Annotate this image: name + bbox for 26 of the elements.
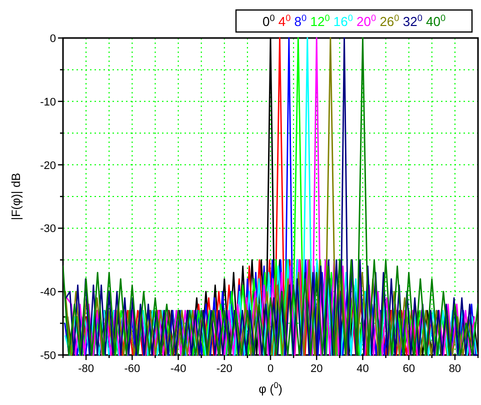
- x-tick-label: -40: [170, 363, 186, 375]
- text: 16$^{0}$: [333, 13, 353, 29]
- series-label: 12$^{0}$: [310, 13, 330, 29]
- x-tick-label: 20: [310, 363, 323, 375]
- text: 32$^{0}$: [402, 13, 422, 29]
- y-tick-label: -50: [40, 350, 56, 362]
- y-tick-label: -10: [40, 96, 56, 108]
- x-tick-label: 40: [356, 363, 369, 375]
- y-axis-title: |F(φ)| dB: [9, 172, 23, 220]
- x-tick-label: 80: [448, 363, 462, 375]
- x-tick-label: 0: [267, 363, 274, 375]
- x-axis-title: φ ($^{0}$): [258, 380, 282, 396]
- x-tick-label: 60: [402, 363, 415, 375]
- series-label: 0$^{0}$: [262, 13, 275, 29]
- x-tick-label: -20: [216, 363, 232, 375]
- text: 40$^{0}$: [426, 13, 446, 29]
- y-tick-label: 0: [50, 33, 56, 45]
- x-tick-label: -60: [124, 363, 140, 375]
- x-tick-label: -80: [78, 363, 94, 375]
- series-label: 8$^{0}$: [294, 13, 307, 29]
- y-tick-label: -30: [40, 223, 56, 236]
- text: 20$^{0}$: [356, 13, 376, 29]
- series-label: 4$^{0}$: [278, 13, 291, 29]
- text: 26$^{0}$: [380, 13, 400, 29]
- y-tick-label: -40: [40, 286, 56, 299]
- y-tick-label: -20: [40, 160, 56, 172]
